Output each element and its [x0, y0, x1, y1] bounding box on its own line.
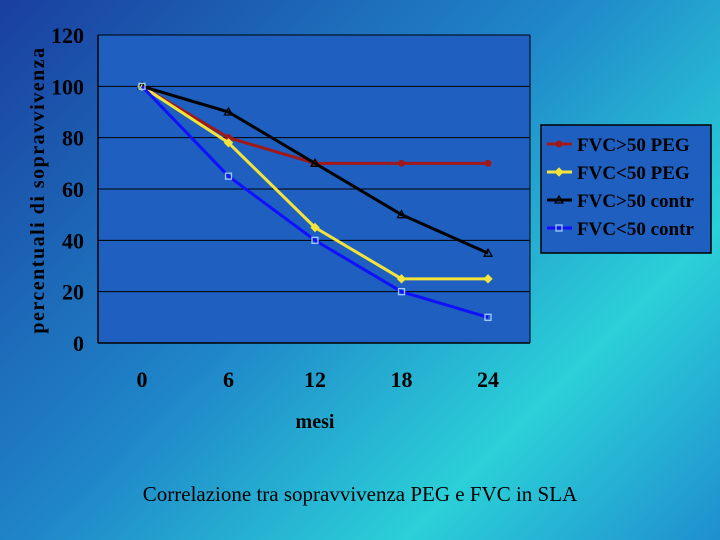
x-tick-0: 0: [137, 367, 148, 392]
point-1-4: [483, 274, 493, 284]
point-3-4: [484, 313, 492, 321]
point-3-2: [311, 236, 319, 244]
legend-label-3: FVC<50 contr: [577, 219, 694, 240]
point-3-1: [224, 172, 233, 180]
x-tick-labels: 0 6 12 18 24: [137, 367, 500, 392]
point-2-4: [482, 247, 494, 257]
point-2-1: [223, 106, 234, 116]
legend-marker-0: [555, 140, 563, 148]
legend-label-0: FVC>50 PEG: [577, 135, 690, 156]
series-line-3: [140, 85, 489, 319]
x-tick-18: 18: [391, 367, 413, 392]
x-tick-24: 24: [477, 367, 499, 392]
axes: [97, 35, 531, 344]
point-1-2: [310, 222, 320, 233]
point-1-1: [223, 138, 234, 148]
x-tick-6: 6: [223, 367, 234, 392]
y-tick-120: 120: [51, 23, 84, 48]
series-lines: [136, 81, 494, 321]
series-2: [136, 81, 494, 257]
x-tick-12: 12: [304, 367, 326, 392]
legend-label-1: FVC<50 PEG: [577, 163, 690, 184]
series-line-2: [141, 84, 489, 255]
y-tick-0: 0: [73, 331, 84, 356]
legend-marker-2: [553, 194, 565, 204]
point-0-3: [398, 159, 405, 167]
slide-caption: Correlazione tra sopravvivenza PEG e FVC…: [142, 482, 578, 506]
point-0-4: [484, 159, 492, 167]
y-tick-labels: 0 20 40 60 80 100 120: [51, 23, 84, 356]
y-tick-40: 40: [62, 228, 84, 253]
point-1-3: [396, 274, 407, 284]
series-3: [138, 82, 492, 321]
point-3-3: [397, 288, 406, 296]
y-tick-60: 60: [62, 177, 84, 202]
point-3-0: [138, 82, 146, 90]
y-tick-80: 80: [62, 126, 84, 151]
legend: FVC>50 PEG FVC<50 PEG FVC>50 contr FVC<50 c…: [540, 124, 712, 254]
legend-marker-1: [554, 167, 564, 177]
y-tick-20: 20: [62, 280, 84, 305]
y-axis-title: percentuali di sopravvivenza: [27, 46, 49, 333]
point-2-2: [309, 158, 321, 167]
legend-box: [540, 124, 712, 254]
y-tick-100: 100: [51, 74, 84, 99]
legend-marker-3: [555, 224, 563, 232]
legend-label-2: FVC>50 contr: [577, 191, 694, 212]
x-axis-title: mesi: [296, 411, 335, 433]
point-2-3: [396, 209, 407, 219]
